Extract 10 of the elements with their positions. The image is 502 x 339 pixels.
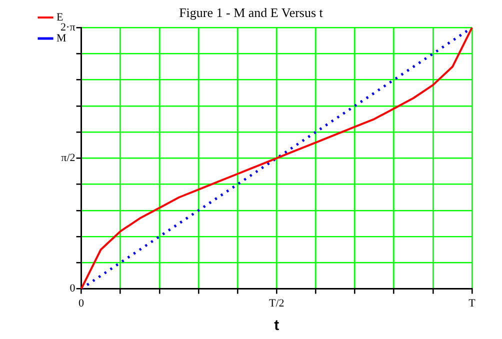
text: π/2 <box>61 152 76 164</box>
chart-title: Figure 1 - M and E Versus t <box>179 5 324 20</box>
legend-label: E <box>56 11 64 24</box>
legend-label: M <box>56 32 66 44</box>
x-tick-label: T/2 <box>269 297 284 310</box>
x-tick-label: 0 <box>78 297 85 310</box>
x-tick-label: T <box>468 297 476 310</box>
text: 2·π <box>60 21 76 34</box>
text: 0 <box>70 282 76 295</box>
x-axis-title: t <box>274 317 280 334</box>
